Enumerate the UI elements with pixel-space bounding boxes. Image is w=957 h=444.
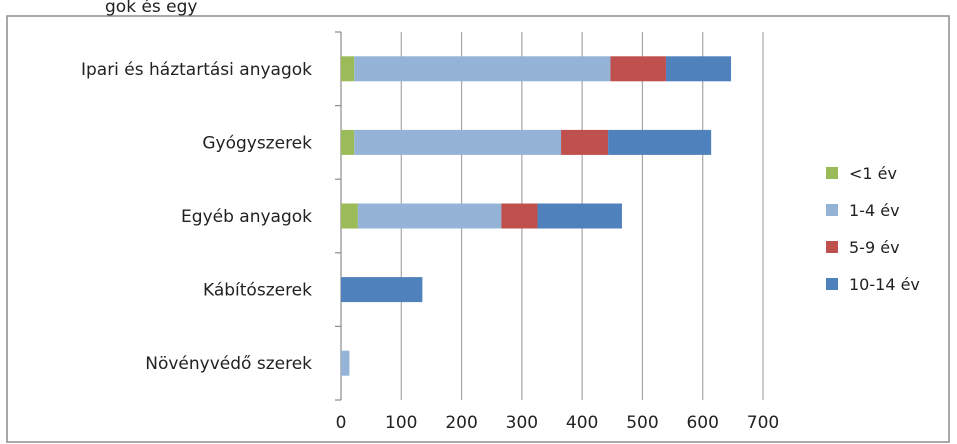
bar-segment (501, 203, 538, 229)
bar-segment (608, 129, 712, 155)
category-label: Kábítószerek (203, 281, 312, 301)
legend-label: 5-9 év (849, 238, 900, 257)
legend-swatch (826, 167, 838, 179)
bar-segment (341, 350, 350, 376)
category-labels: Ipari és háztartási anyagok Gyógyszerek Eg… (81, 60, 312, 374)
bar-segment (610, 56, 666, 82)
bar-segment (357, 203, 502, 229)
gridlines (400, 32, 764, 400)
legend-swatch (826, 204, 838, 216)
x-tick-label: 600 (686, 413, 718, 433)
x-tick-label: 100 (385, 413, 417, 433)
category-label: Ipari és háztartási anyagok (81, 60, 312, 80)
x-tick-label: 500 (626, 413, 658, 433)
legend: <1 év 1-4 év 5-9 év 10-14 év (826, 164, 920, 294)
bar-segment (561, 129, 609, 155)
x-tick-label: 200 (445, 413, 477, 433)
bars (341, 56, 732, 376)
category-label: Egyéb anyagok (181, 207, 312, 227)
legend-label: <1 év (849, 164, 897, 183)
category-label: Növényvédő szerek (145, 354, 312, 374)
bar-segment (354, 56, 611, 82)
bar-segment (341, 277, 423, 303)
bar-segment (665, 56, 732, 82)
legend-swatch (826, 241, 838, 253)
chart-border (6, 15, 950, 443)
x-tick-label: 300 (506, 413, 538, 433)
bar-segment (341, 129, 355, 155)
bar-segment (341, 203, 358, 229)
legend-swatch (826, 278, 838, 290)
bar-segment (354, 129, 562, 155)
bar-segment (341, 56, 355, 82)
category-label: Gyógyszerek (202, 133, 312, 153)
legend-label: 10-14 év (849, 275, 920, 294)
header-fragment: gok és egy (105, 0, 197, 17)
x-tick-label: 400 (566, 413, 598, 433)
x-tick-label: 700 (747, 413, 779, 433)
bar-segment (537, 203, 622, 229)
legend-label: 1-4 év (849, 201, 900, 220)
x-axis-tick-labels: 0 100 200 300 400 500 600 700 (336, 413, 780, 433)
x-tick-label: 0 (336, 413, 347, 433)
